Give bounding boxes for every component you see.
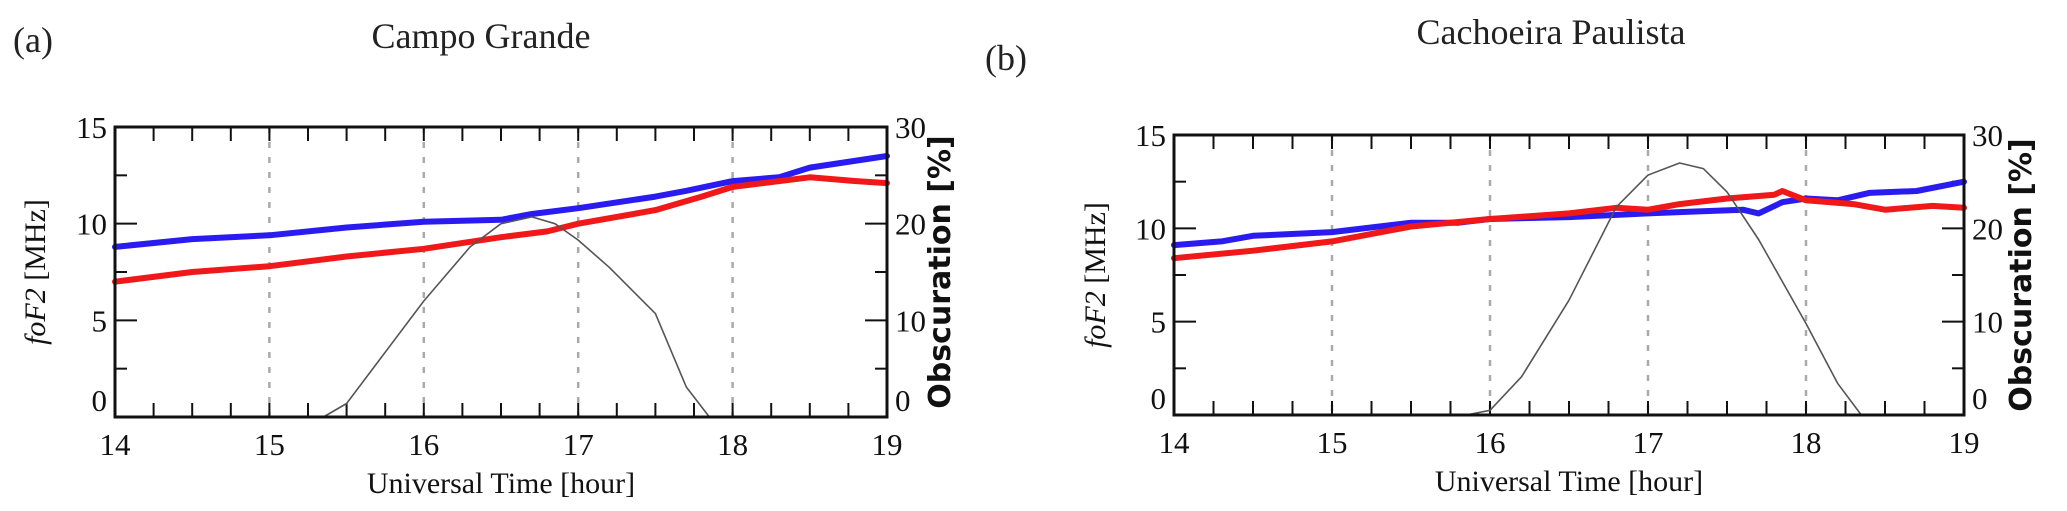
series-line-obscuration: [322, 216, 711, 418]
x-tick-label: 15: [254, 427, 285, 462]
panel-letter: (a): [13, 20, 53, 60]
y-tick-label: 5: [92, 303, 108, 338]
x-tick-label: 16: [408, 427, 439, 462]
y-axis-label-right: Obscuration [%]: [2004, 138, 2039, 412]
y-axis-label: foF2 [MHz]: [1079, 202, 1112, 348]
chart-panel-b: (b) Cachoeira Paulista 14 15 16 17 18 19 0 5 10 15 0…: [985, 12, 2039, 498]
series-line-blue: [112, 153, 890, 250]
series-line-red: [112, 174, 890, 285]
chart-title: Cachoeira Paulista: [1417, 12, 1686, 52]
x-tick-label: 18: [1791, 425, 1822, 460]
y-tick-label-right: 0: [895, 383, 911, 418]
x-tick-label: 17: [563, 427, 594, 462]
y-tick-label-right: 10: [895, 303, 926, 338]
y-tick-label: 10: [1135, 211, 1166, 246]
x-tick-label: 18: [717, 427, 748, 462]
y-tick-label-right: 10: [1972, 305, 2003, 340]
y-tick-label: 15: [1135, 118, 1166, 153]
y-tick-label-right: 20: [895, 207, 926, 242]
x-tick-label: 16: [1475, 425, 1506, 460]
y-tick-label: 15: [76, 110, 107, 145]
x-tick-label: 14: [100, 427, 132, 462]
plot-frame: [113, 125, 889, 419]
panel-letter: (b): [985, 38, 1027, 78]
y-axis-label-right: Obscuration [%]: [923, 135, 958, 409]
y-axis-label: foF2 [MHz]: [19, 199, 52, 345]
x-tick-label: 19: [872, 427, 903, 462]
x-tick-label: 17: [1633, 425, 1664, 460]
chart-panel-a: (a) Campo Grande 14 15 16 17 18 19 0 5 10 15 0 10 20 30…: [13, 16, 958, 500]
y-tick-label: 0: [1151, 381, 1167, 416]
y-tick-label: 5: [1151, 305, 1167, 340]
x-axis-label: Universal Time [hour]: [1435, 465, 1703, 498]
plot-frame: [1172, 133, 1966, 417]
x-tick-label: 19: [1949, 425, 1980, 460]
x-tick-label: 15: [1317, 425, 1348, 460]
x-axis-label: Universal Time [hour]: [367, 467, 635, 500]
y-tick-label: 0: [92, 383, 108, 418]
y-axis-label-unit: [MHz]: [19, 199, 52, 288]
series-line-obscuration: [1465, 162, 1863, 416]
y-tick-label: 10: [76, 207, 107, 242]
x-tick-label: 14: [1159, 425, 1191, 460]
y-tick-label-right: 20: [1972, 211, 2003, 246]
y-tick-label-right: 0: [1972, 381, 1988, 416]
y-tick-label-right: 30: [1972, 118, 2003, 153]
series-line-red: [1171, 188, 1967, 262]
chart-title: Campo Grande: [372, 16, 591, 56]
y-axis-label-unit: [MHz]: [1079, 202, 1112, 291]
y-tick-label-right: 30: [895, 110, 926, 145]
y-axis-label-quantity: foF2: [19, 288, 52, 345]
y-axis-label-quantity: foF2: [1079, 291, 1112, 348]
series-line-blue: [1171, 178, 1967, 249]
